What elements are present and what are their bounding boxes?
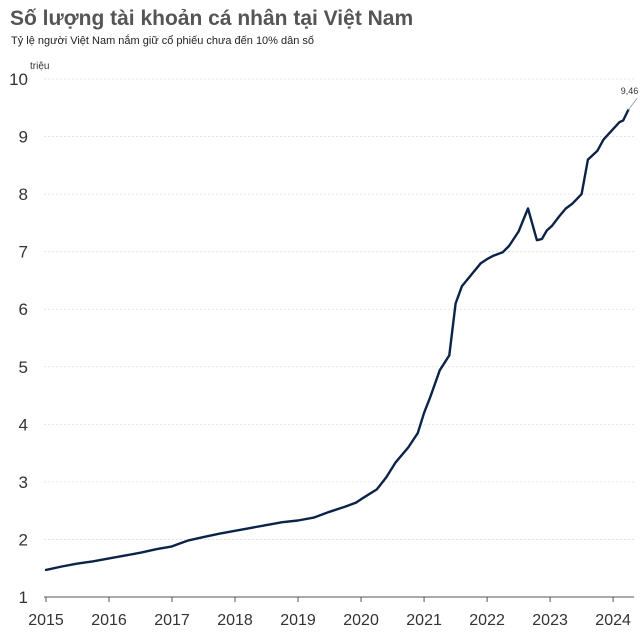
- y-tick-label: 5: [19, 358, 28, 377]
- series-line: [44, 108, 630, 572]
- y-unit-label: triệu: [30, 61, 49, 72]
- x-tick-label: 2024: [595, 612, 631, 629]
- y-tick-label: 9: [19, 128, 28, 147]
- chart-title: Số lượng tài khoản cá nhân tại Việt Nam: [10, 7, 414, 30]
- x-tick-label: 2015: [28, 612, 64, 629]
- x-axis: 2015 2016 2017 2018 2019 2020 2021 2022 2023 2024: [28, 597, 631, 629]
- x-tick-label: 2020: [343, 612, 379, 629]
- y-tick-label: 2: [19, 530, 28, 549]
- y-tick-label: 1: [19, 588, 28, 607]
- x-tick-label: 2022: [469, 612, 505, 629]
- y-tick-label: 4: [19, 415, 28, 434]
- x-tick-label: 2019: [280, 612, 316, 629]
- y-axis: 1 2 3 4 5 6 7 8 9 10: [9, 70, 28, 607]
- x-tick-label: 2023: [532, 612, 568, 629]
- annotation-leader: [627, 97, 638, 111]
- y-tick-label: 3: [19, 473, 28, 492]
- x-tick-label: 2016: [91, 612, 127, 629]
- series-group: [44, 108, 630, 572]
- data-label: 9,46: [621, 86, 639, 96]
- annotations: 9,46: [621, 86, 639, 111]
- x-tick-label: 2018: [217, 612, 253, 629]
- grid-lines: [44, 78, 634, 598]
- chart-subtitle: Tỷ lệ người Việt Nam nắm giữ cổ phiếu ch…: [11, 35, 315, 47]
- y-tick-label: 10: [9, 70, 28, 89]
- x-tick-label: 2017: [154, 612, 190, 629]
- y-tick-label: 6: [19, 300, 28, 319]
- y-tick-label: 8: [19, 185, 28, 204]
- y-tick-label: 7: [19, 243, 28, 262]
- x-tick-label: 2021: [406, 612, 442, 629]
